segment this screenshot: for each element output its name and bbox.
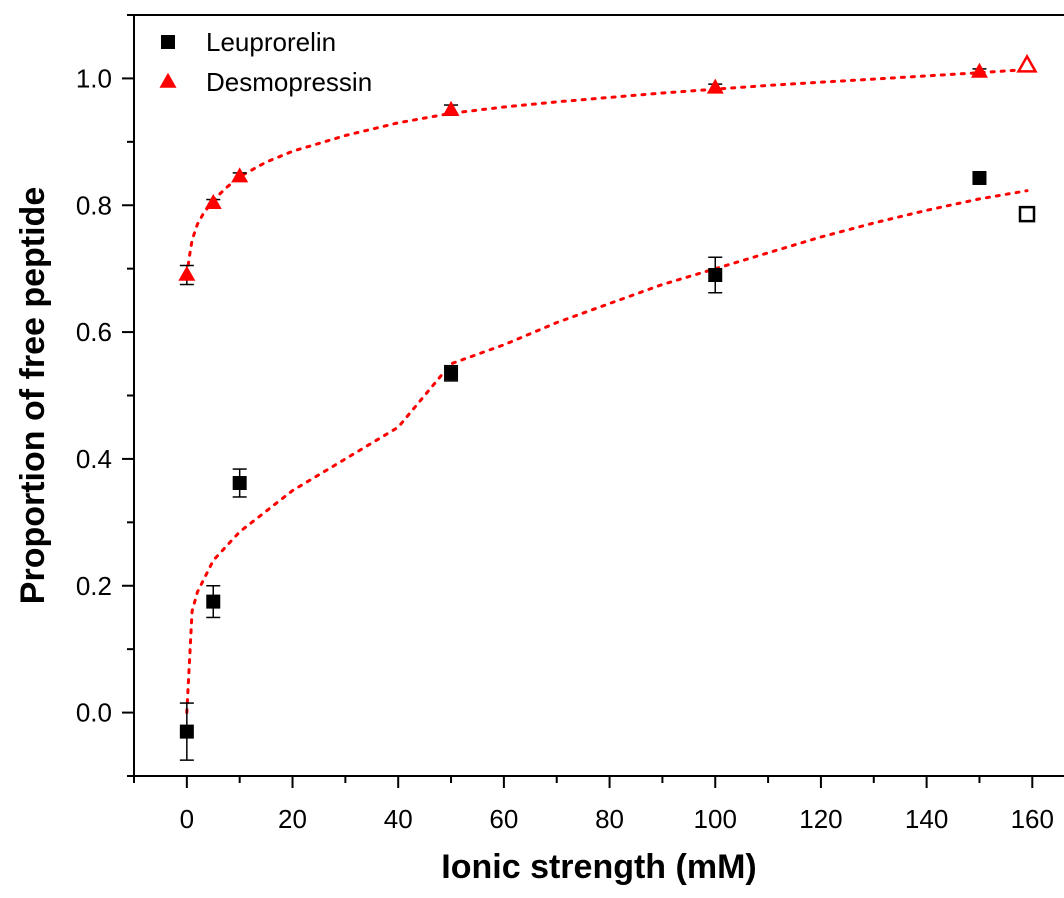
y-axis-title: Proportion of free peptide [14,187,52,604]
y-tick-label: 1.0 [76,63,112,93]
legend-label-desmopressin: Desmopressin [206,67,372,97]
legend-marker-desmopressin [159,72,177,88]
fit-curves [185,68,1029,715]
data-point-leuprorelin [708,268,723,283]
fit-curve-desmopressin [185,68,1029,277]
data-point-leuprorelin [232,476,247,491]
x-tick-label: 100 [694,804,737,834]
x-tick-label: 120 [799,804,842,834]
legend-marker-leuprorelin [161,35,175,49]
fit-curve-leuprorelin [185,189,1029,715]
x-tick-label: 40 [384,804,413,834]
x-tick-label: 20 [278,804,307,834]
y-tick-label: 0.2 [76,571,112,601]
x-tick-label: 80 [595,804,624,834]
x-tick-label: 60 [489,804,518,834]
x-tick-label: 140 [905,804,948,834]
x-axis-title: Ionic strength (mM) [441,848,756,886]
open-point-leuprorelin [1018,205,1036,223]
data-point-desmopressin [231,167,249,183]
axes: 0 20 40 60 80 100 120 140 160 0.0 0.2 0.4 0.6 0.8 1.0 [76,14,1064,834]
data-point-leuprorelin [972,170,987,185]
data-point-desmopressin [442,100,460,116]
x-tick-label: 160 [1011,804,1054,834]
data-points [178,53,1038,761]
y-tick-label: 0.4 [76,444,112,474]
x-tick-label: 0 [180,804,194,834]
y-tick-label: 0.6 [76,317,112,347]
data-point-desmopressin [970,62,988,78]
data-point-leuprorelin [206,594,221,609]
open-point-desmopressin [1016,53,1038,73]
data-point-desmopressin [204,194,222,210]
data-point-desmopressin [706,78,724,94]
legend: Leuprorelin Desmopressin [159,27,372,97]
data-point-leuprorelin [444,366,459,381]
data-point-desmopressin [178,265,196,281]
data-point-leuprorelin [179,724,194,739]
legend-label-leuprorelin: Leuprorelin [206,27,336,57]
y-tick-label: 0.0 [76,698,112,728]
y-tick-label: 0.8 [76,190,112,220]
